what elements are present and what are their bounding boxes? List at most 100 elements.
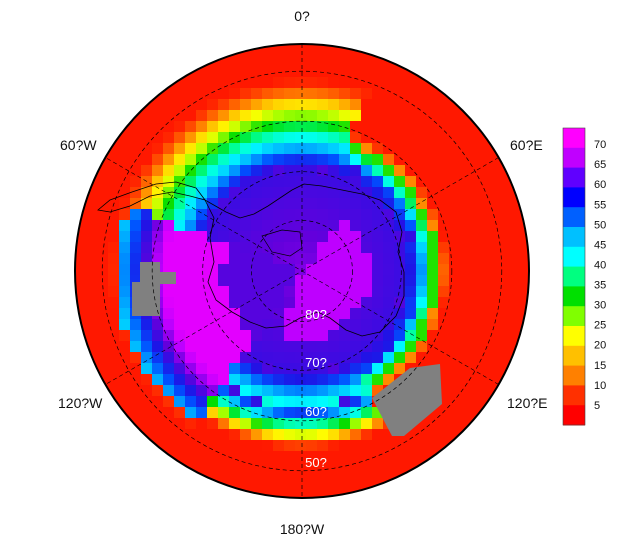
data-cell: [438, 418, 450, 430]
data-cell: [438, 132, 450, 144]
data-cell: [515, 275, 527, 287]
data-cell: [405, 220, 417, 232]
data-cell: [130, 341, 142, 353]
data-cell: [405, 429, 417, 441]
data-cell: [328, 484, 340, 496]
data-cell: [262, 396, 274, 408]
data-cell: [185, 352, 197, 364]
colorbar-band: [563, 128, 585, 149]
data-cell: [262, 242, 274, 254]
data-cell: [339, 121, 351, 133]
data-cell: [273, 77, 285, 89]
data-cell: [394, 143, 406, 155]
data-cell: [185, 297, 197, 309]
data-cell: [449, 132, 461, 144]
data-cell: [130, 132, 142, 144]
data-cell: [218, 209, 230, 221]
data-cell: [152, 418, 164, 430]
data-cell: [240, 495, 252, 498]
data-cell: [449, 396, 461, 408]
data-cell: [372, 198, 384, 210]
data-cell: [295, 429, 307, 441]
data-cell: [471, 198, 483, 210]
data-cell: [416, 297, 428, 309]
data-cell: [306, 198, 318, 210]
data-cell: [262, 308, 274, 320]
data-cell: [240, 165, 252, 177]
data-cell: [372, 308, 384, 320]
data-cell: [75, 297, 87, 309]
data-cell: [317, 275, 329, 287]
data-cell: [174, 396, 186, 408]
data-cell: [174, 242, 186, 254]
data-cell: [438, 286, 450, 298]
data-cell: [141, 341, 153, 353]
data-cell: [185, 319, 197, 331]
data-cell: [185, 198, 197, 210]
data-cell: [427, 297, 439, 309]
data-cell: [449, 220, 461, 232]
data-cell: [460, 341, 472, 353]
data-cell: [152, 352, 164, 364]
data-cell: [361, 363, 373, 375]
data-cell: [163, 99, 175, 111]
data-cell: [97, 319, 109, 331]
data-cell: [416, 440, 428, 452]
data-cell: [185, 220, 197, 232]
data-cell: [460, 407, 472, 419]
data-cell: [460, 132, 472, 144]
data-cell: [240, 363, 252, 375]
data-cell: [185, 187, 197, 199]
data-cell: [416, 121, 428, 133]
data-cell: [317, 110, 329, 122]
data-cell: [416, 165, 428, 177]
data-cell: [273, 319, 285, 331]
data-cell: [273, 121, 285, 133]
data-cell: [515, 231, 527, 243]
data-cell: [493, 341, 505, 353]
data-cell: [163, 363, 175, 375]
data-cell: [427, 418, 439, 430]
colorbar-tick-label: 50: [594, 219, 606, 231]
data-cell: [394, 198, 406, 210]
data-cell: [240, 154, 252, 166]
data-cell: [295, 352, 307, 364]
data-cell: [174, 330, 186, 342]
data-cell: [471, 319, 483, 331]
data-cell: [262, 352, 274, 364]
no-data-patch: [372, 364, 442, 436]
data-cell: [361, 99, 373, 111]
data-cell: [108, 341, 120, 353]
data-cell: [339, 418, 351, 430]
data-cell: [394, 286, 406, 298]
data-cell: [185, 473, 197, 485]
data-cell: [262, 363, 274, 375]
data-cell: [284, 374, 296, 386]
data-cell: [86, 231, 98, 243]
data-cell: [394, 110, 406, 122]
colorbar-tick-label: 10: [594, 380, 606, 392]
data-cell: [174, 264, 186, 276]
data-cell: [317, 451, 329, 463]
data-cell: [339, 132, 351, 144]
data-cell: [196, 77, 208, 89]
data-cell: [218, 99, 230, 111]
data-cell: [119, 418, 131, 430]
data-cell: [493, 253, 505, 265]
data-cell: [350, 264, 362, 276]
data-cell: [174, 198, 186, 210]
data-cell: [427, 187, 439, 199]
data-cell: [262, 209, 274, 221]
data-cell: [185, 286, 197, 298]
data-cell: [130, 187, 142, 199]
data-cell: [262, 407, 274, 419]
data-cell: [405, 187, 417, 199]
data-cell: [372, 297, 384, 309]
data-cell: [174, 440, 186, 452]
colorbar-tick-label: 15: [594, 360, 606, 372]
data-cell: [416, 220, 428, 232]
data-cell: [515, 286, 527, 298]
data-cell: [185, 176, 197, 188]
data-cell: [361, 209, 373, 221]
data-cell: [361, 308, 373, 320]
